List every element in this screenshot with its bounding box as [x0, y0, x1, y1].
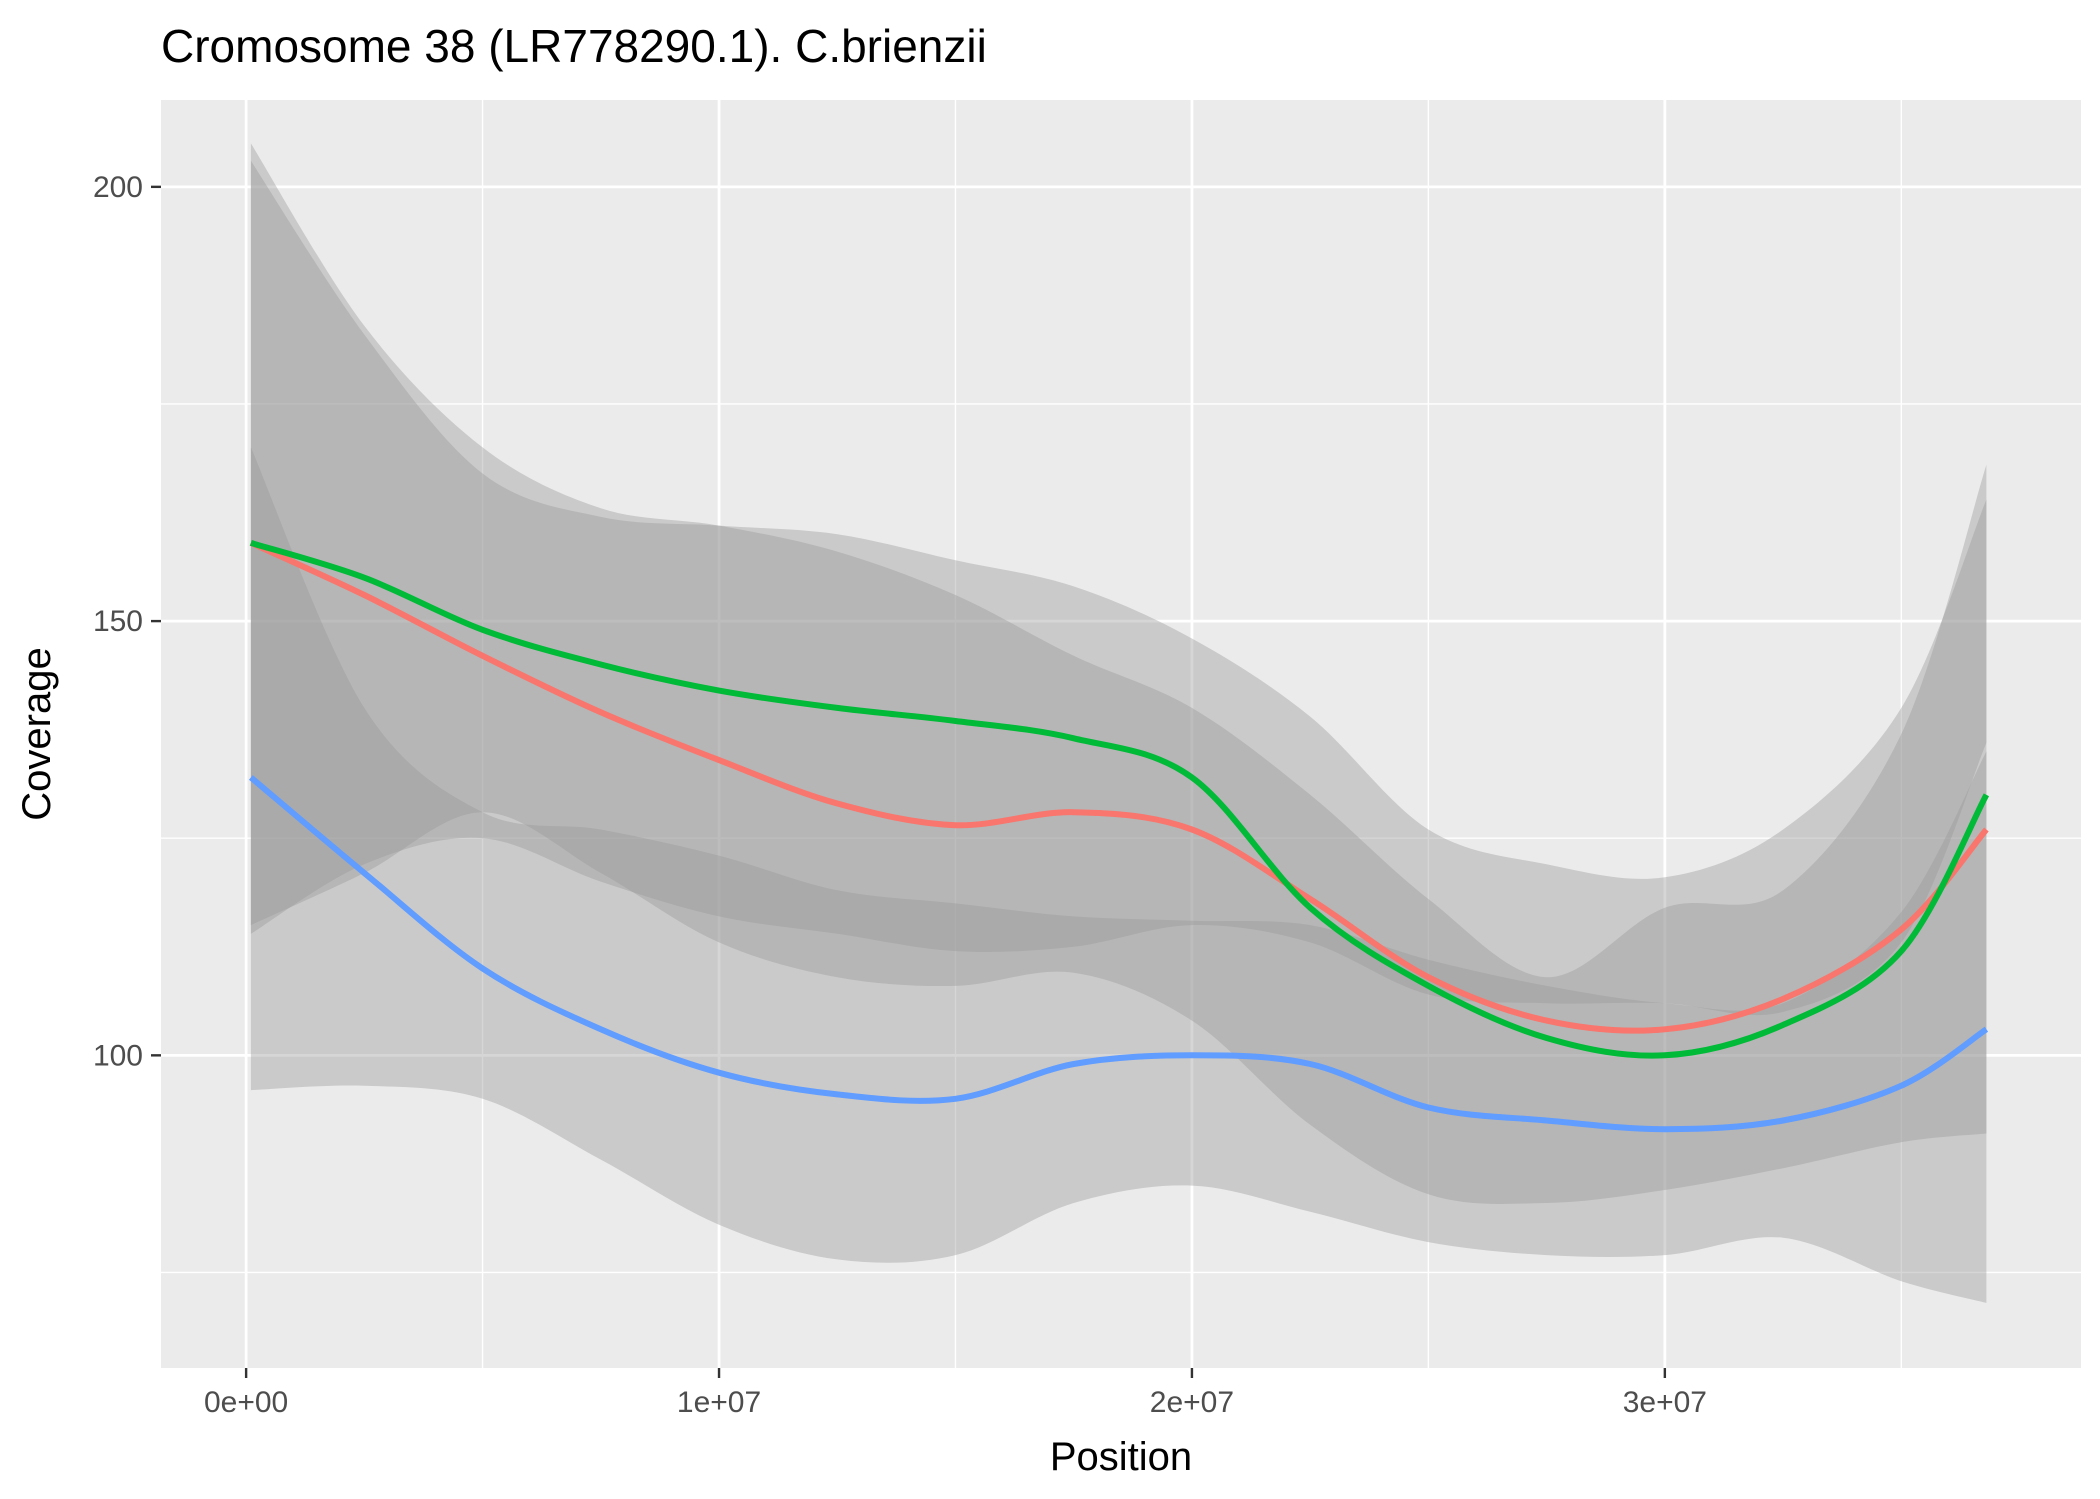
confidence-bands [250, 143, 1987, 1303]
confidence-band-green [250, 143, 1987, 1016]
series-line-blue [248, 775, 1989, 1133]
x-tick-label: 2e+07 [1150, 1386, 1234, 1419]
x-tick-label: 3e+07 [1623, 1386, 1707, 1419]
series-line-green [250, 540, 1990, 1059]
series-line-red [249, 540, 1989, 1034]
confidence-band-red [250, 160, 1987, 1204]
chart-title: Cromosome 38 (LR778290.1). C.brienzii [161, 20, 987, 72]
y-axis-title: Coverage [15, 647, 59, 820]
x-axis-title: Position [1050, 1435, 1192, 1479]
y-tick-label: 150 [93, 605, 143, 638]
confidence-band-blue [250, 447, 1987, 1303]
x-tick-label: 1e+07 [677, 1386, 761, 1419]
x-tick-label: 0e+00 [204, 1386, 288, 1419]
plot-panel [161, 100, 2081, 1368]
series-lines [248, 540, 1990, 1133]
y-tick-label: 100 [93, 1039, 143, 1072]
y-tick-label: 200 [93, 171, 143, 204]
axes: 0e+00 1e+07 2e+07 3e+07 100 150 200 [93, 171, 1707, 1419]
